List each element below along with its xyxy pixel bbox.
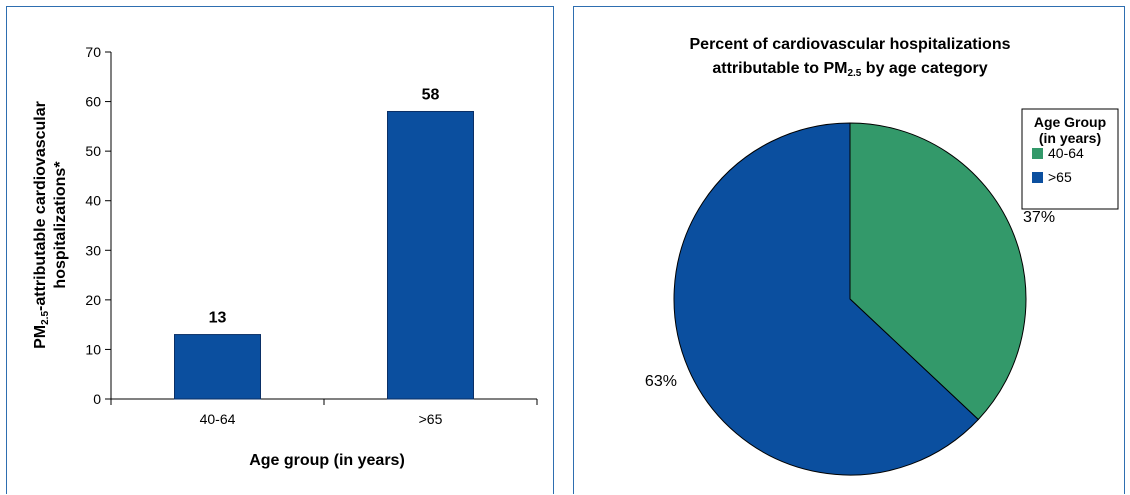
y-tick-label: 50	[85, 143, 101, 159]
pie-chart: Percent of cardiovascular hospitalizatio…	[645, 36, 1119, 476]
y-axis-label: PM2.5-attributable cardiovascular	[32, 101, 51, 349]
bar-data-label: 13	[209, 310, 227, 327]
bar-1	[387, 110, 474, 400]
pie-percent-label: 63%	[645, 373, 677, 390]
y-tick-label: 0	[93, 391, 101, 407]
legend-title-line2: (in years)	[1039, 130, 1101, 146]
x-tick-label: >65	[419, 411, 443, 427]
bar-0	[174, 334, 261, 400]
x-tick-label: 40-64	[200, 411, 236, 427]
y-tick-label: 70	[85, 44, 101, 60]
legend-swatch	[1032, 172, 1043, 183]
pie-slice-0	[849, 122, 1027, 421]
pie-title-line1: Percent of cardiovascular hospitalizatio…	[690, 36, 1011, 53]
y-tick-label: 40	[85, 193, 101, 209]
pie-title-line2: attributable to PM2.5 by age category	[712, 60, 987, 79]
x-axis-label: Age group (in years)	[249, 452, 405, 469]
legend-swatch	[1032, 148, 1043, 159]
pie-chart-panel: Percent of cardiovascular hospitalizatio…	[573, 6, 1125, 494]
legend-entry-label: >65	[1048, 169, 1072, 185]
legend-title-line1: Age Group	[1034, 114, 1106, 130]
legend: Age Group (in years) 40-64 >65	[1021, 108, 1119, 210]
y-tick-label: 60	[85, 94, 101, 110]
pie-slice-1	[673, 122, 980, 476]
bar-data-label: 58	[422, 86, 440, 103]
pie-percent-label: 37%	[1023, 209, 1055, 226]
bar-chart: 0 10 20 30 40 50 60 70 40-64 >65 13 58 PM2.5-attr…	[32, 44, 538, 469]
y-tick-label: 20	[85, 292, 101, 308]
legend-entry-label: 40-64	[1048, 145, 1084, 161]
y-axis-label-line2: hospitalizations*	[52, 161, 69, 289]
y-tick-label: 30	[85, 242, 101, 258]
bar-chart-panel: 0 10 20 30 40 50 60 70 40-64 >65 13 58 PM2.5-attr…	[6, 6, 554, 494]
y-tick-label: 10	[85, 341, 101, 357]
